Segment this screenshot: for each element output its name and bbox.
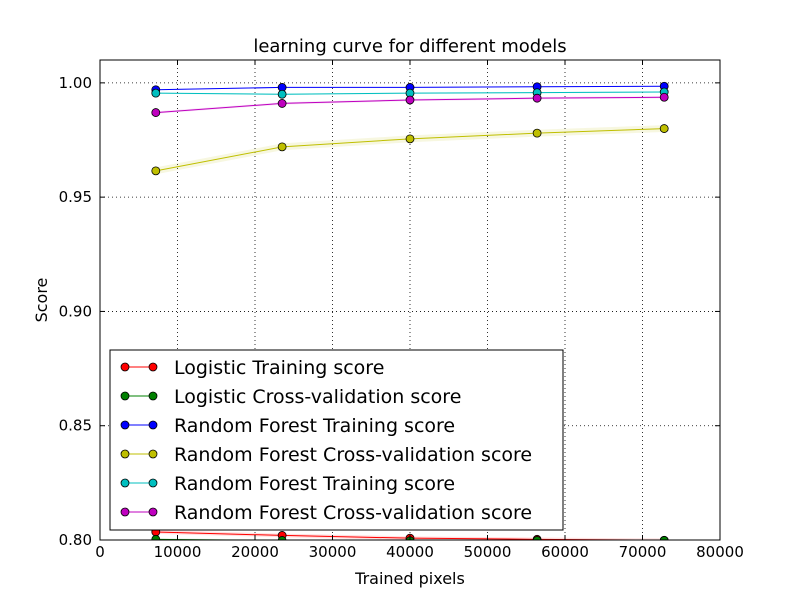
x-tick-label: 30000 bbox=[309, 543, 357, 561]
x-tick-label: 10000 bbox=[154, 543, 202, 561]
legend-marker bbox=[120, 362, 130, 372]
data-point bbox=[532, 128, 542, 138]
x-tick-label: 0 bbox=[95, 543, 105, 561]
data-point bbox=[277, 142, 287, 152]
legend-marker bbox=[148, 391, 158, 401]
legend-label: Random Forest Cross-validation score bbox=[174, 444, 532, 466]
legend-marker bbox=[148, 478, 158, 488]
chart-title: learning curve for different models bbox=[253, 36, 566, 57]
data-point bbox=[277, 536, 287, 540]
y-tick-label: 0.90 bbox=[59, 302, 92, 320]
data-point bbox=[151, 108, 161, 117]
legend-marker bbox=[120, 507, 130, 517]
data-point bbox=[151, 166, 161, 176]
data-point bbox=[659, 536, 669, 540]
x-tick-label: 40000 bbox=[386, 543, 434, 561]
y-tick-label: 0.95 bbox=[59, 188, 92, 206]
data-point bbox=[659, 124, 669, 133]
y-axis-ticks: 0.80 0.85 0.90 0.95 1.00 bbox=[59, 74, 720, 549]
data-point bbox=[532, 93, 542, 103]
legend-label: Random Forest Cross-validation score bbox=[174, 502, 532, 524]
data-point bbox=[151, 88, 161, 98]
x-axis-ticks: 0 10000 20000 30000 40000 50000 60000 70000 8000… bbox=[95, 60, 744, 561]
legend-marker bbox=[148, 362, 158, 372]
x-tick-label: 50000 bbox=[464, 543, 512, 561]
legend: Logistic Training score Logistic Cross-va… bbox=[109, 349, 564, 531]
data-point bbox=[277, 99, 287, 108]
legend-label: Logistic Training score bbox=[174, 357, 384, 379]
data-point bbox=[405, 134, 415, 144]
y-tick-label: 0.80 bbox=[59, 531, 92, 549]
legend-marker bbox=[120, 391, 130, 401]
x-tick-label: 20000 bbox=[231, 543, 279, 561]
x-tick-label: 80000 bbox=[696, 543, 744, 561]
data-point bbox=[405, 95, 415, 105]
y-tick-label: 1.00 bbox=[59, 74, 92, 92]
legend-marker bbox=[120, 478, 130, 488]
data-point bbox=[532, 536, 542, 540]
data-point bbox=[277, 89, 287, 99]
legend-label: Logistic Cross-validation score bbox=[174, 386, 461, 408]
data-point bbox=[659, 92, 669, 102]
legend-marker bbox=[120, 449, 130, 459]
legend-marker bbox=[148, 507, 158, 517]
legend-label: Random Forest Training score bbox=[174, 415, 455, 437]
x-axis-title: Trained pixels bbox=[354, 569, 465, 588]
y-axis-title: Score bbox=[32, 278, 51, 323]
series-lines bbox=[151, 81, 669, 540]
legend-box bbox=[109, 349, 564, 531]
x-tick-label: 70000 bbox=[619, 543, 667, 561]
legend-label: Random Forest Training score bbox=[174, 473, 455, 495]
data-point bbox=[151, 534, 161, 540]
legend-marker bbox=[148, 420, 158, 430]
legend-marker bbox=[120, 420, 130, 430]
y-tick-label: 0.85 bbox=[59, 417, 92, 435]
x-tick-label: 60000 bbox=[541, 543, 589, 561]
legend-marker bbox=[148, 449, 158, 459]
